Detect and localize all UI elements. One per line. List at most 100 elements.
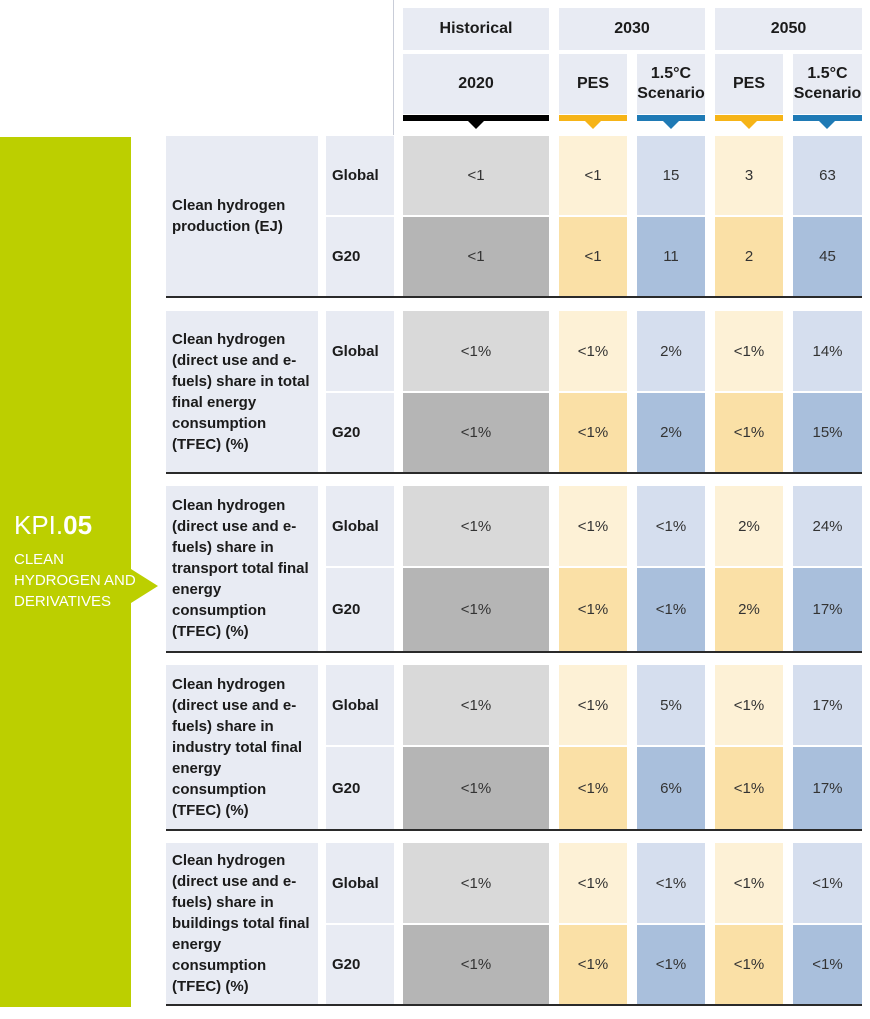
cell-g20-pes-2050: 2% bbox=[715, 568, 783, 651]
pes-2050-indicator-bar bbox=[715, 115, 783, 121]
pes-2030-indicator-bar bbox=[559, 115, 627, 121]
cell-global-pes-2050: <1% bbox=[715, 843, 783, 923]
historical-indicator-arrow bbox=[468, 121, 484, 129]
header-col-2020: 2020 bbox=[403, 54, 549, 114]
cell-g20-scenario-2030: 6% bbox=[637, 747, 705, 829]
cell-g20-scenario-2050: 15% bbox=[793, 393, 862, 472]
cell-g20-pes-2050: <1% bbox=[715, 393, 783, 472]
header-group-historical: Historical bbox=[403, 8, 549, 50]
kpi-number: 05 bbox=[63, 510, 93, 540]
scenario-2050-indicator-arrow bbox=[819, 121, 835, 129]
header-col-scenario-2030-line1: 1.5°C bbox=[650, 65, 692, 82]
cell-g20-scenario-2030: 11 bbox=[637, 217, 705, 296]
region-label-g20: G20 bbox=[326, 393, 394, 472]
scenario-2030-indicator-bar bbox=[637, 115, 705, 121]
row-label-text: Clean hydrogen (direct use and e-fuels) … bbox=[172, 330, 310, 453]
row-separator bbox=[166, 1004, 862, 1006]
cell-global-scenario-2030: 2% bbox=[637, 311, 705, 391]
header-divider bbox=[393, 0, 394, 135]
header-col-scenario-2050: 1.5°C Scenario bbox=[793, 54, 862, 114]
cell-g20-2020: <1% bbox=[403, 393, 549, 472]
row-label: Clean hydrogen (direct use and e-fuels) … bbox=[166, 843, 318, 1004]
header-col-scenario-2030-line2: Scenario bbox=[637, 85, 705, 102]
kpi-text: KPI.05 CLEAN HYDROGEN AND DERIVATIVES bbox=[14, 511, 144, 612]
header-col-pes-2050: PES bbox=[715, 54, 783, 114]
region-label-global: Global bbox=[326, 136, 394, 215]
cell-global-2020: <1% bbox=[403, 665, 549, 745]
row-label: Clean hydrogen (direct use and e-fuels) … bbox=[166, 665, 318, 829]
cell-g20-scenario-2050: 17% bbox=[793, 568, 862, 651]
cell-g20-scenario-2030: <1% bbox=[637, 568, 705, 651]
historical-indicator-bar bbox=[403, 115, 549, 121]
cell-global-scenario-2030: <1% bbox=[637, 843, 705, 923]
region-label-global: Global bbox=[326, 665, 394, 745]
row-separator bbox=[166, 651, 862, 653]
row-separator bbox=[166, 296, 862, 298]
cell-global-2020: <1% bbox=[403, 311, 549, 391]
header-col-pes-2030: PES bbox=[559, 54, 627, 114]
header-group-2030: 2030 bbox=[559, 8, 705, 50]
cell-global-pes-2050: 2% bbox=[715, 486, 783, 566]
kpi-prefix: KPI. bbox=[14, 510, 64, 540]
cell-g20-pes-2050: <1% bbox=[715, 925, 783, 1004]
cell-g20-2020: <1% bbox=[403, 747, 549, 829]
cell-g20-pes-2050: <1% bbox=[715, 747, 783, 829]
kpi-banner: KPI.05 CLEAN HYDROGEN AND DERIVATIVES bbox=[0, 137, 158, 1007]
scenario-2030-indicator-arrow bbox=[663, 121, 679, 129]
cell-global-pes-2050: <1% bbox=[715, 311, 783, 391]
region-label-global: Global bbox=[326, 311, 394, 391]
cell-global-2020: <1 bbox=[403, 136, 549, 215]
pes-2030-indicator-arrow bbox=[585, 121, 601, 129]
cell-g20-scenario-2030: <1% bbox=[637, 925, 705, 1004]
row-label-text: Clean hydrogen (direct use and e-fuels) … bbox=[172, 852, 310, 995]
header-col-scenario-2050-line1: 1.5°C bbox=[807, 65, 848, 82]
region-label-g20: G20 bbox=[326, 925, 394, 1004]
row-separator bbox=[166, 472, 862, 474]
row-separator bbox=[166, 829, 862, 831]
region-label-global: Global bbox=[326, 843, 394, 923]
cell-g20-scenario-2030: 2% bbox=[637, 393, 705, 472]
cell-global-scenario-2030: 5% bbox=[637, 665, 705, 745]
row-label: Clean hydrogen (direct use and e-fuels) … bbox=[166, 486, 318, 651]
cell-g20-scenario-2050: 45 bbox=[793, 217, 862, 296]
cell-global-2020: <1% bbox=[403, 843, 549, 923]
cell-global-pes-2030: <1% bbox=[559, 311, 627, 391]
kpi-code: KPI.05 bbox=[14, 511, 144, 539]
scenario-2050-indicator-bar bbox=[793, 115, 862, 121]
cell-global-2020: <1% bbox=[403, 486, 549, 566]
header-col-scenario-2050-line2: Scenario bbox=[793, 85, 862, 102]
row-label: Clean hydrogen production (EJ) bbox=[166, 136, 318, 296]
cell-global-pes-2030: <1% bbox=[559, 843, 627, 923]
cell-g20-pes-2030: <1% bbox=[559, 393, 627, 472]
cell-global-pes-2050: 3 bbox=[715, 136, 783, 215]
region-label-global: Global bbox=[326, 486, 394, 566]
cell-global-pes-2050: <1% bbox=[715, 665, 783, 745]
cell-global-scenario-2030: <1% bbox=[637, 486, 705, 566]
kpi-title: CLEAN HYDROGEN AND DERIVATIVES bbox=[14, 551, 136, 610]
kpi-banner-shape bbox=[0, 137, 158, 1007]
cell-g20-2020: <1% bbox=[403, 568, 549, 651]
row-label-text: Clean hydrogen production (EJ) bbox=[172, 197, 286, 235]
cell-global-scenario-2050: 24% bbox=[793, 486, 862, 566]
cell-g20-scenario-2050: <1% bbox=[793, 925, 862, 1004]
region-label-g20: G20 bbox=[326, 217, 394, 296]
row-label: Clean hydrogen (direct use and e-fuels) … bbox=[166, 311, 318, 472]
cell-g20-2020: <1% bbox=[403, 925, 549, 1004]
cell-global-pes-2030: <1% bbox=[559, 486, 627, 566]
cell-global-pes-2030: <1% bbox=[559, 665, 627, 745]
region-label-g20: G20 bbox=[326, 568, 394, 651]
cell-g20-pes-2030: <1% bbox=[559, 925, 627, 1004]
cell-global-scenario-2030: 15 bbox=[637, 136, 705, 215]
cell-global-scenario-2050: 17% bbox=[793, 665, 862, 745]
cell-g20-2020: <1 bbox=[403, 217, 549, 296]
cell-g20-pes-2050: 2 bbox=[715, 217, 783, 296]
cell-g20-pes-2030: <1% bbox=[559, 568, 627, 651]
cell-global-scenario-2050: 14% bbox=[793, 311, 862, 391]
row-label-text: Clean hydrogen (direct use and e-fuels) … bbox=[172, 675, 303, 819]
region-label-g20: G20 bbox=[326, 747, 394, 829]
row-label-text: Clean hydrogen (direct use and e-fuels) … bbox=[172, 497, 309, 640]
cell-g20-pes-2030: <1% bbox=[559, 747, 627, 829]
pes-2050-indicator-arrow bbox=[741, 121, 757, 129]
header-col-scenario-2030: 1.5°C Scenario bbox=[637, 54, 705, 114]
cell-g20-scenario-2050: 17% bbox=[793, 747, 862, 829]
